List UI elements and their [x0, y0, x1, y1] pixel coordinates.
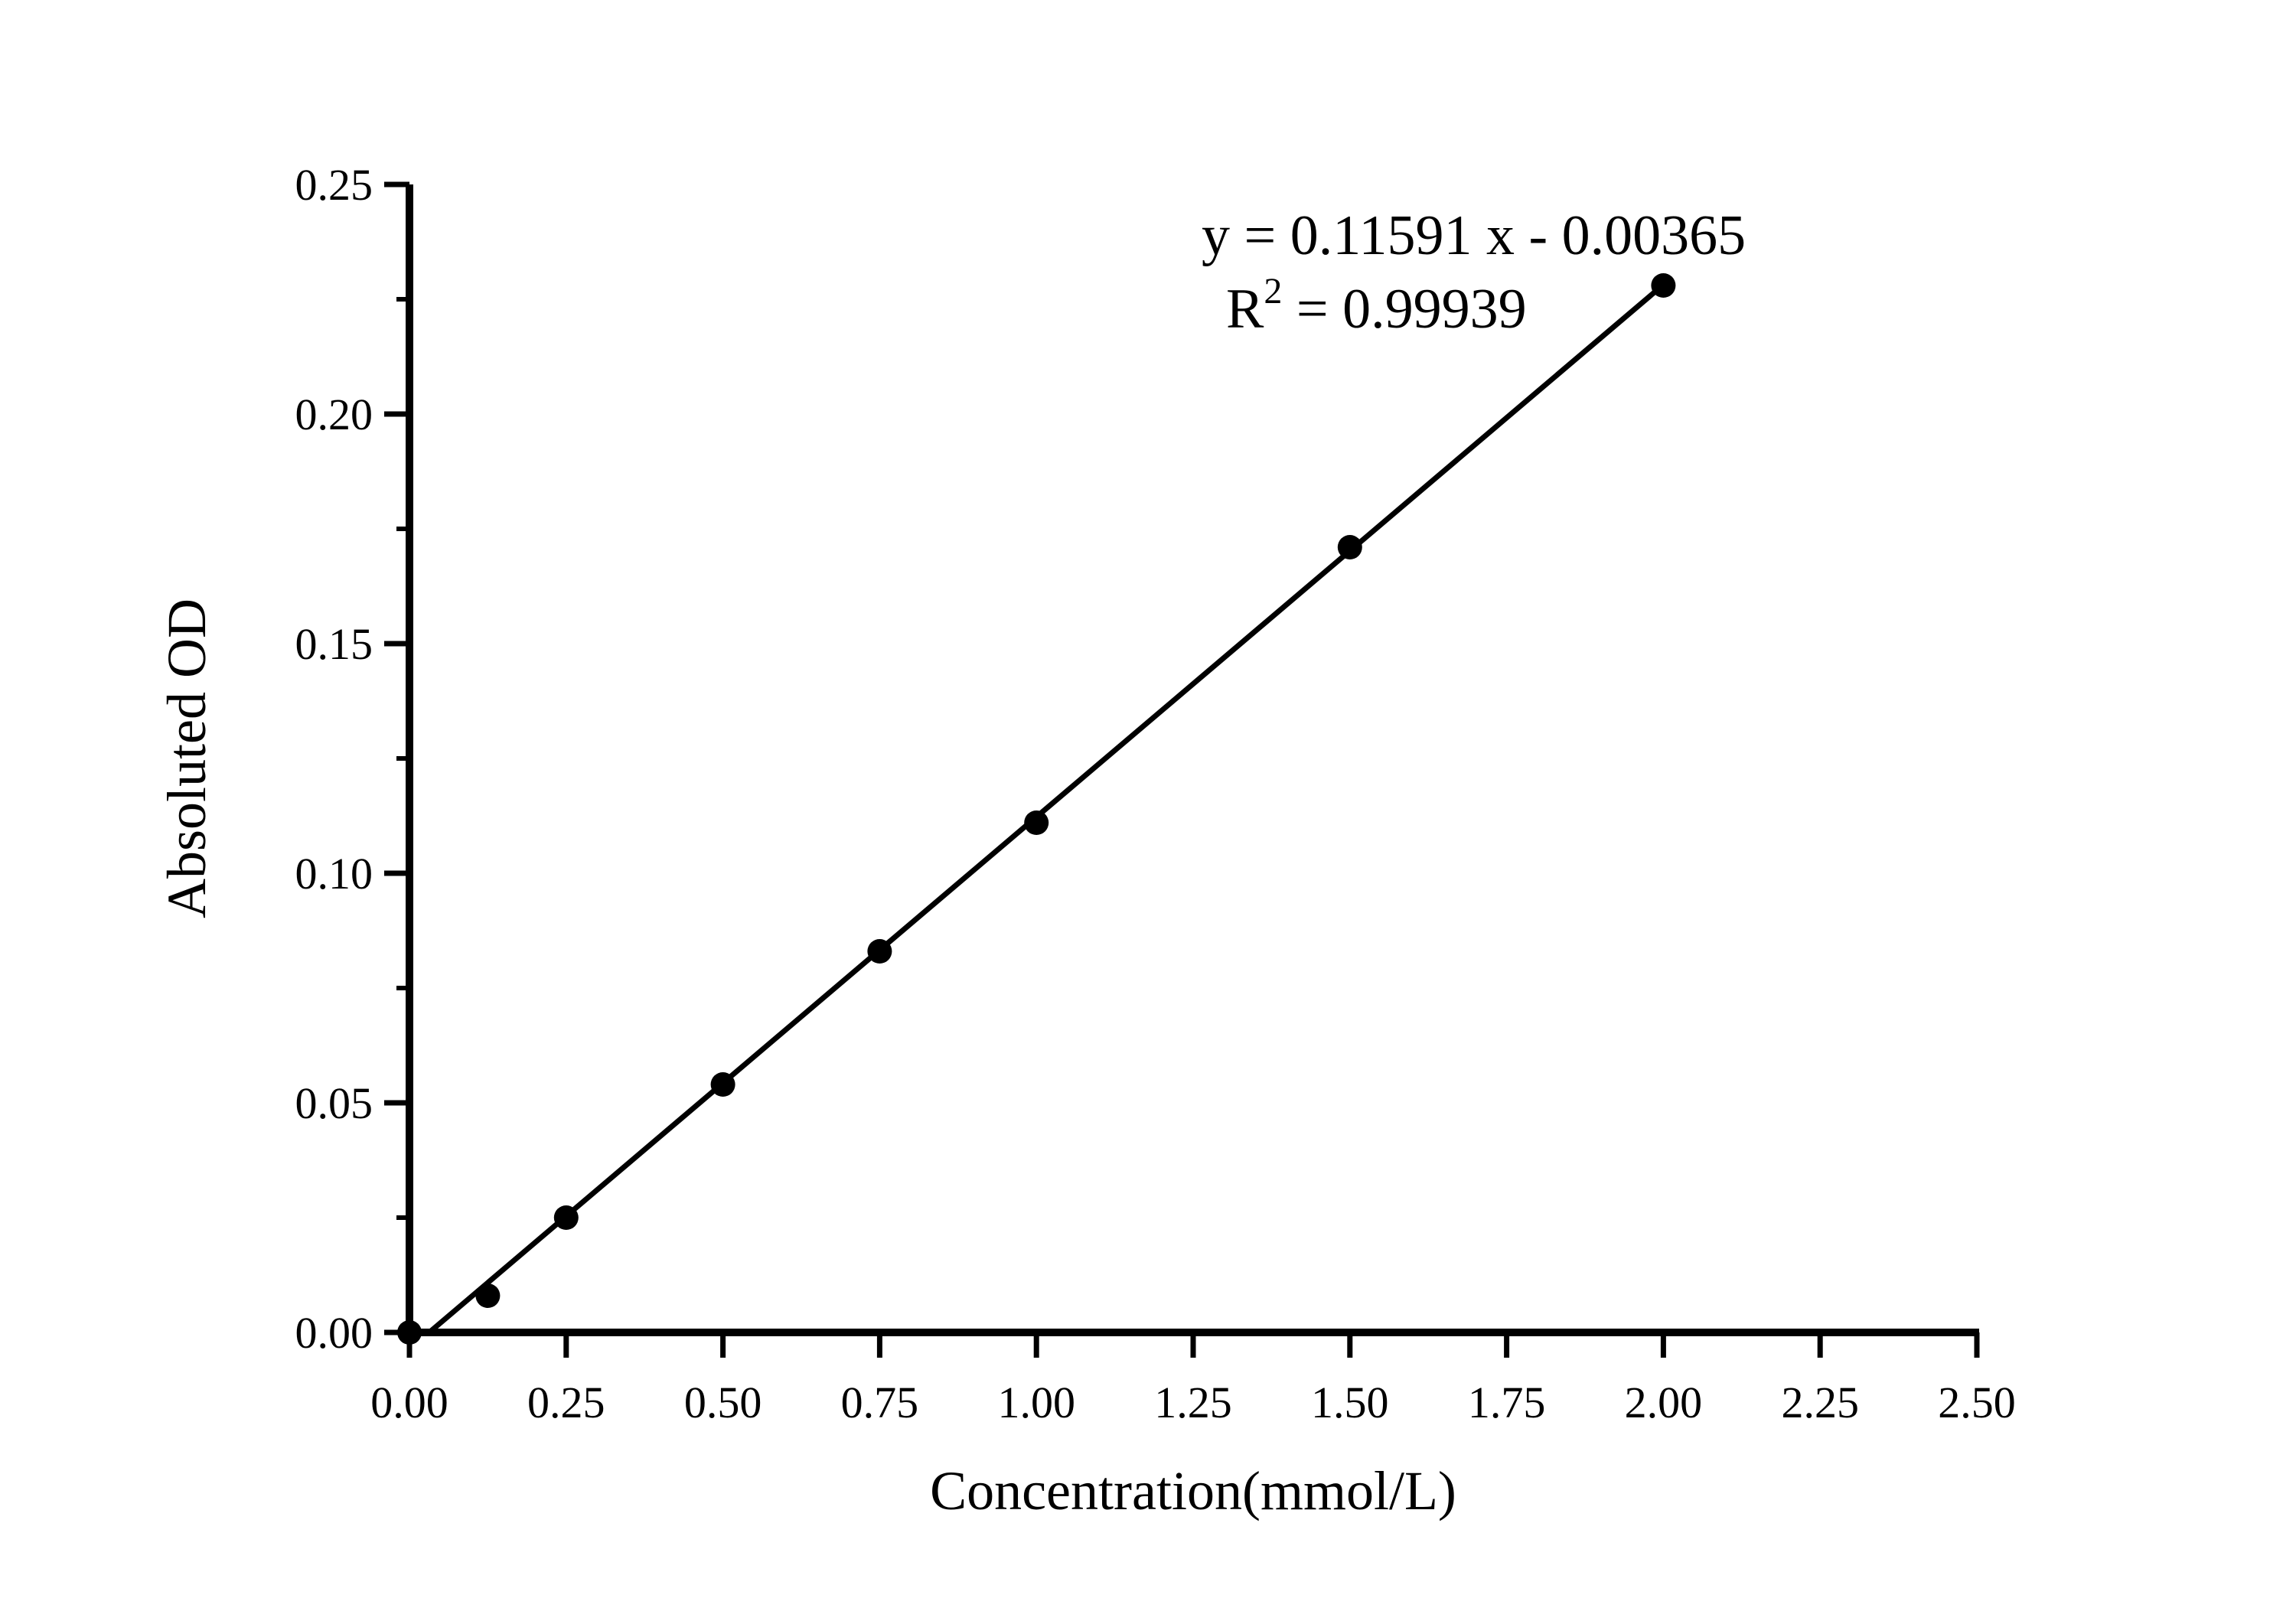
x-axis-title: Concentration(mmol/L) [930, 1460, 1456, 1521]
y-tick-label: 0.25 [295, 160, 373, 210]
y-tick-label: 0.10 [295, 849, 373, 898]
y-tick-label: 0.15 [295, 619, 373, 669]
x-tick-label: 0.75 [841, 1378, 919, 1427]
data-point [397, 1320, 422, 1345]
data-point [553, 1205, 579, 1230]
x-tick-label: 1.00 [997, 1378, 1075, 1427]
r-squared-value: = 0.99939 [1282, 278, 1526, 341]
r-squared-superscript: 2 [1264, 271, 1282, 311]
ticks-group [384, 181, 1980, 1358]
data-point [475, 1283, 501, 1308]
series-group [397, 273, 1676, 1345]
r-squared-label: R2 = 0.99939 [1226, 271, 1527, 341]
x-tick-label: 0.00 [370, 1378, 448, 1427]
y-tick-label: 0.00 [295, 1308, 373, 1358]
y-tick-label: 0.05 [295, 1078, 373, 1128]
data-point [867, 939, 892, 964]
equation-label: y = 0.11591 x - 0.00365 [1202, 204, 1746, 267]
r-squared-base: R [1226, 278, 1264, 341]
tick-labels-group: 0.00 0.25 0.50 0.75 1.00 1.25 1.50 1.75 2.00 2.25… [295, 160, 2016, 1427]
data-point [710, 1072, 735, 1097]
axes-group [406, 184, 1979, 1336]
x-tick-label: 2.00 [1625, 1378, 1703, 1427]
fit-line [427, 282, 1665, 1335]
x-tick-label: 0.50 [684, 1378, 762, 1427]
x-tick-label: 0.25 [527, 1378, 605, 1427]
y-axis-title: Absoluted OD [156, 598, 217, 918]
x-tick-label: 1.50 [1311, 1378, 1389, 1427]
y-tick-label: 0.20 [295, 390, 373, 439]
x-tick-label: 2.50 [1938, 1378, 2016, 1427]
data-point [1337, 535, 1362, 559]
x-tick-label: 1.75 [1468, 1378, 1546, 1427]
x-tick-label: 1.25 [1154, 1378, 1232, 1427]
data-point [1651, 273, 1676, 298]
data-point [1024, 810, 1049, 835]
x-tick-label: 2.25 [1781, 1378, 1859, 1427]
